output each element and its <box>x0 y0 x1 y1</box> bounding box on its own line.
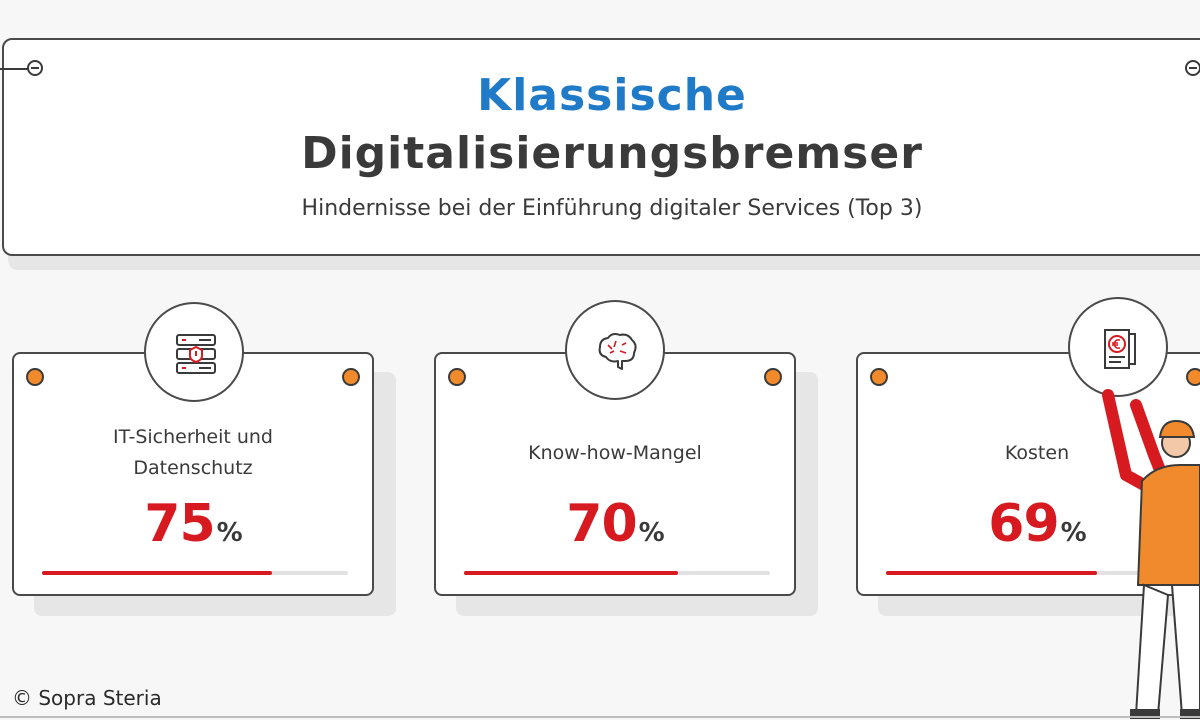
card-value: 70% <box>436 494 794 554</box>
card-label: IT-Sicherheit und Datenschutz <box>14 422 372 484</box>
icon-badge <box>144 302 244 402</box>
orange-dot <box>342 368 360 386</box>
card-label: Know-how-Mangel <box>436 438 794 469</box>
pin-left <box>27 60 43 76</box>
icon-badge <box>1068 297 1168 397</box>
card-label-line: Datenschutz <box>133 457 253 479</box>
bottom-divider <box>0 716 1200 718</box>
value-unit: % <box>216 518 243 548</box>
server-security-icon <box>176 334 216 374</box>
title-top: Klassische <box>477 70 747 121</box>
icon-badge <box>565 300 665 400</box>
brain-icon <box>598 333 637 370</box>
card-value: 75% <box>14 494 372 554</box>
card-label-line: Kosten <box>1004 442 1070 464</box>
title-main: Digitalisierungsbremser <box>301 128 923 179</box>
card-label-line: Know-how-Mangel <box>528 442 702 464</box>
orange-dot <box>26 368 44 386</box>
euro-document-icon <box>1104 329 1136 369</box>
value-number: 70 <box>566 494 637 554</box>
orange-dot <box>1186 368 1200 386</box>
card-value: 69% <box>858 494 1200 554</box>
progress-fill <box>886 571 1098 575</box>
progress-track <box>886 571 1192 575</box>
value-number: 75 <box>144 494 215 554</box>
copyright-text: © Sopra Steria <box>12 686 162 710</box>
value-unit: % <box>638 518 665 548</box>
progress-fill <box>464 571 679 575</box>
orange-dot <box>448 368 466 386</box>
orange-dot <box>870 368 888 386</box>
subtitle: Hindernisse bei der Einführung digitaler… <box>301 196 923 221</box>
orange-dot <box>764 368 782 386</box>
worker-illustration <box>1102 389 1200 719</box>
card-label: Kosten <box>858 438 1200 469</box>
value-unit: % <box>1060 518 1087 548</box>
progress-fill <box>42 571 272 575</box>
header-line <box>0 68 36 70</box>
header-panel <box>2 38 1200 256</box>
progress-track <box>464 571 770 575</box>
value-number: 69 <box>988 494 1059 554</box>
progress-track <box>42 571 348 575</box>
card-label-line: IT-Sicherheit und <box>113 426 273 448</box>
